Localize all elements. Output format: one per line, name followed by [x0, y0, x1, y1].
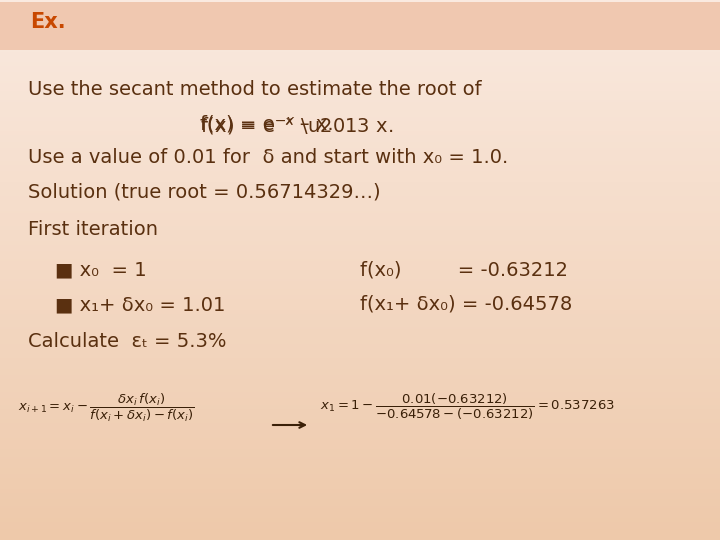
Text: First iteration: First iteration	[28, 220, 158, 239]
Text: f(x) = e$^{-x}$ \u2013 x.: f(x) = e$^{-x}$ \u2013 x.	[200, 115, 393, 137]
Text: f(x₁+ δx₀) = -0.64578: f(x₁+ δx₀) = -0.64578	[360, 295, 572, 314]
Text: ■ x₁+ δx₀ = 1.01: ■ x₁+ δx₀ = 1.01	[55, 295, 225, 314]
Text: Use a value of 0.01 for  δ and start with x₀ = 1.0.: Use a value of 0.01 for δ and start with…	[28, 148, 508, 167]
Text: Calculate  εₜ = 5.3%: Calculate εₜ = 5.3%	[28, 332, 227, 351]
Text: $x_{i+1} = x_i - \dfrac{\delta x_i\,f(x_i)}{f(x_i + \delta x_i) - f(x_i)}$: $x_{i+1} = x_i - \dfrac{\delta x_i\,f(x_…	[18, 392, 194, 424]
Text: Use the secant method to estimate the root of: Use the secant method to estimate the ro…	[28, 80, 482, 99]
Text: f(x₀)         = -0.63212: f(x₀) = -0.63212	[360, 260, 568, 279]
Text: $x_1 = 1 - \dfrac{0.01(-0.63212)}{-0.64578 - (-0.63212)} = 0.537263$: $x_1 = 1 - \dfrac{0.01(-0.63212)}{-0.645…	[320, 392, 615, 422]
Text: Solution (true root = 0.56714329…): Solution (true root = 0.56714329…)	[28, 183, 381, 202]
Text: Ex.: Ex.	[30, 12, 66, 32]
Text: ■ x₀  = 1: ■ x₀ = 1	[55, 260, 147, 279]
FancyBboxPatch shape	[0, 2, 720, 50]
Text: f(x) = e⁻ˣ – x.: f(x) = e⁻ˣ – x.	[200, 115, 333, 134]
